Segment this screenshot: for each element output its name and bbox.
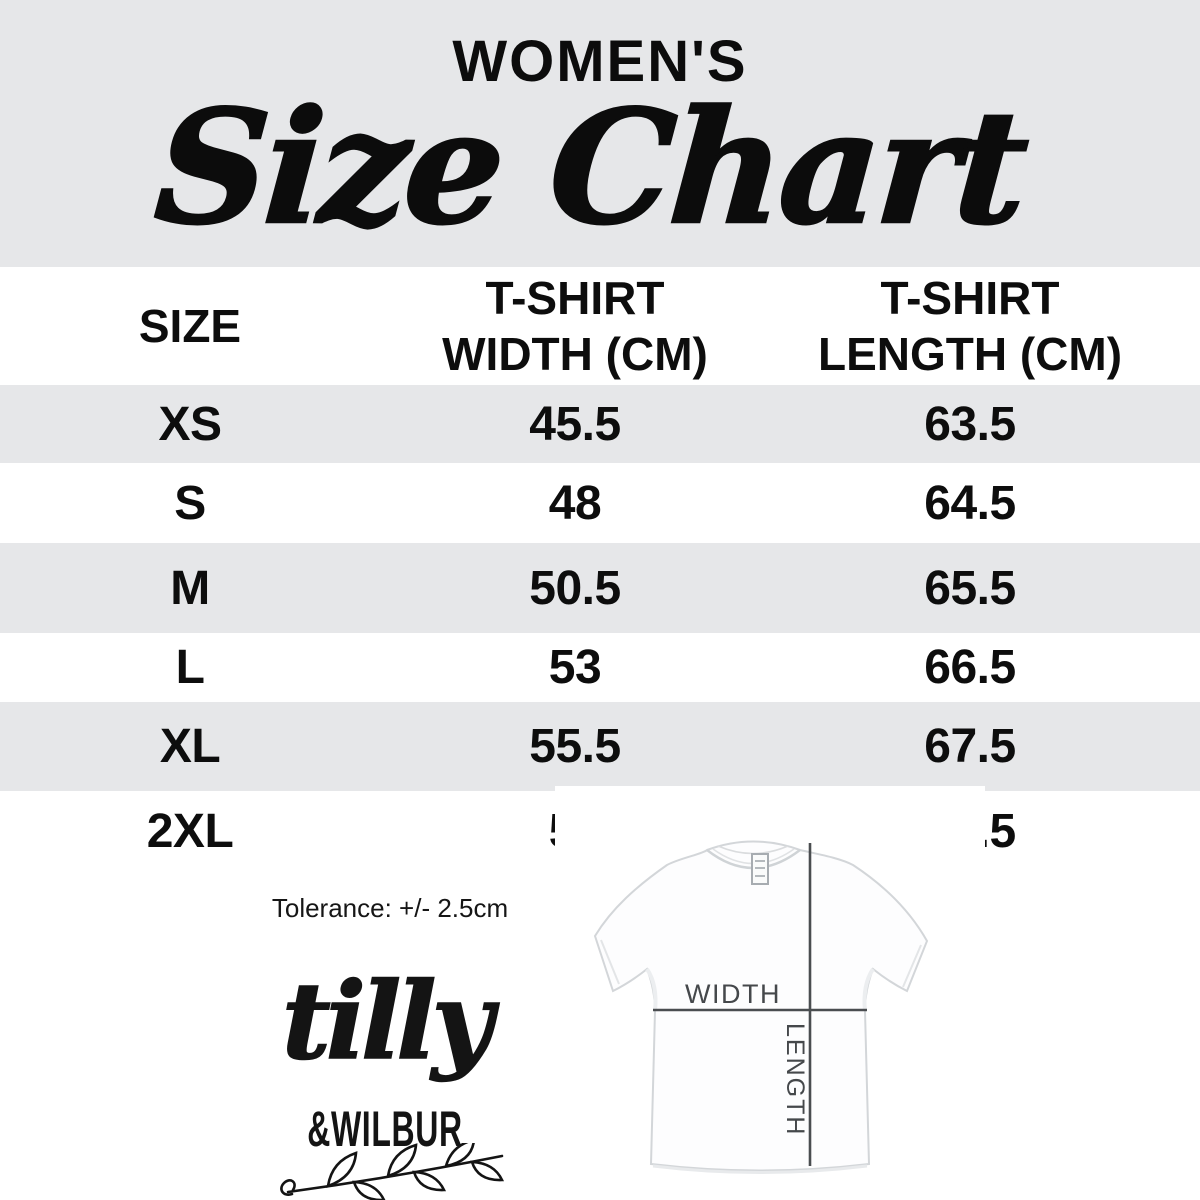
tshirt-svg: WIDTH LENGTH (593, 840, 929, 1174)
brand-script-name: tilly (281, 957, 494, 1083)
brand-caps-name: &WILBUR (307, 1101, 463, 1157)
table-row: S 48 64.5 (0, 463, 1200, 543)
tshirt-body (593, 840, 929, 1172)
length-cell: 63.5 (924, 397, 1016, 451)
width-cell: 45.5 (529, 397, 621, 451)
width-cell: 50.5 (529, 561, 621, 615)
neck-label (751, 853, 769, 885)
table-header-row: SIZE T-SHIRT WIDTH (CM) T-SHIRT LENGTH (… (0, 267, 1200, 385)
table-row: L 53 66.5 (0, 633, 1200, 702)
page-title: Size Chart (149, 75, 1031, 261)
size-cell: L (175, 641, 205, 694)
hero-band: WOMEN'S Size Chart (0, 0, 1200, 267)
tolerance-note: Tolerance: +/- 2.5cm (271, 893, 509, 923)
tshirt-illustration: WIDTH LENGTH (555, 786, 985, 1200)
size-cell: 2XL (146, 804, 234, 858)
size-cell: S (174, 476, 206, 530)
column-header-length: T-SHIRT LENGTH (CM) (817, 272, 1123, 380)
title-kicker: WOMEN'S (452, 29, 748, 94)
table-row: XL 55.5 67.5 (0, 702, 1200, 791)
width-cell: 48 (548, 476, 602, 530)
table-row: XS 45.5 63.5 (0, 385, 1200, 463)
laurel-branch-icon (280, 1143, 505, 1200)
length-cell: 64.5 (924, 476, 1016, 530)
width-cell: 53 (548, 641, 602, 694)
size-table-body: XS 45.5 63.5 S 48 64.5 M 50.5 65.5 L 53 … (0, 385, 1200, 871)
length-label: LENGTH (781, 1023, 809, 1136)
length-cell: 65.5 (924, 561, 1016, 615)
table-row: M 50.5 65.5 (0, 543, 1200, 633)
width-label: WIDTH (685, 979, 781, 1009)
size-cell: M (170, 561, 210, 615)
width-cell: 55.5 (529, 720, 621, 773)
size-cell: XS (158, 397, 222, 451)
length-cell: 66.5 (924, 641, 1016, 694)
length-cell: 67.5 (924, 720, 1016, 773)
size-cell: XL (159, 720, 221, 773)
column-header-width: T-SHIRT WIDTH (CM) (442, 272, 708, 380)
column-header-size: SIZE (138, 300, 242, 352)
